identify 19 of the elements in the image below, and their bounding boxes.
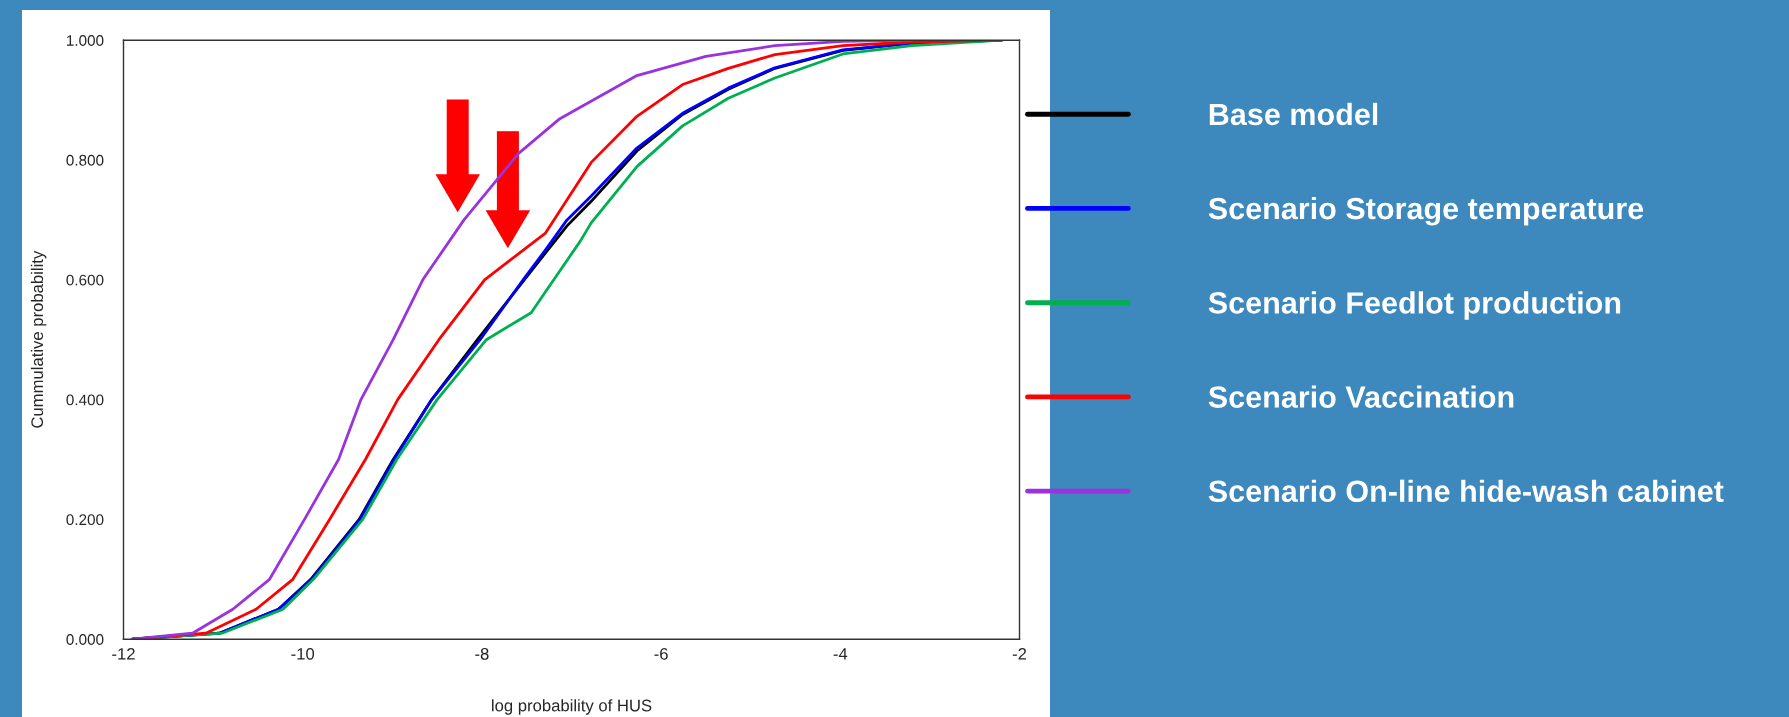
x-tick-label: -10 (291, 647, 315, 660)
y-tick-label: 0.800 (66, 154, 104, 166)
text: Scenario On-line hide-wash cabinet (1208, 479, 1724, 503)
y-axis-title: Cummulative probability (30, 250, 47, 428)
x-tick-label: -8 (475, 647, 489, 660)
y-tick-label: 0.000 (66, 634, 104, 645)
text: Scenario Vaccination (1208, 385, 1514, 408)
x-tick-label: -12 (112, 647, 135, 660)
x-axis-title: log probability of HUS (492, 699, 652, 715)
y-tick-label: 0.200 (66, 514, 104, 526)
x-tick-label: -2 (1012, 647, 1027, 660)
text: Scenario Feedlot production (1208, 291, 1621, 320)
text: Base model (1209, 102, 1378, 126)
y-tick-label: 1.000 (66, 35, 104, 46)
x-tick-label: -6 (654, 647, 668, 660)
x-tick-label: -4 (833, 648, 848, 660)
y-tick-label: 0.600 (66, 274, 104, 286)
text: Scenario Storage temperature (1208, 196, 1644, 226)
y-tick-label: 0.400 (66, 394, 104, 406)
